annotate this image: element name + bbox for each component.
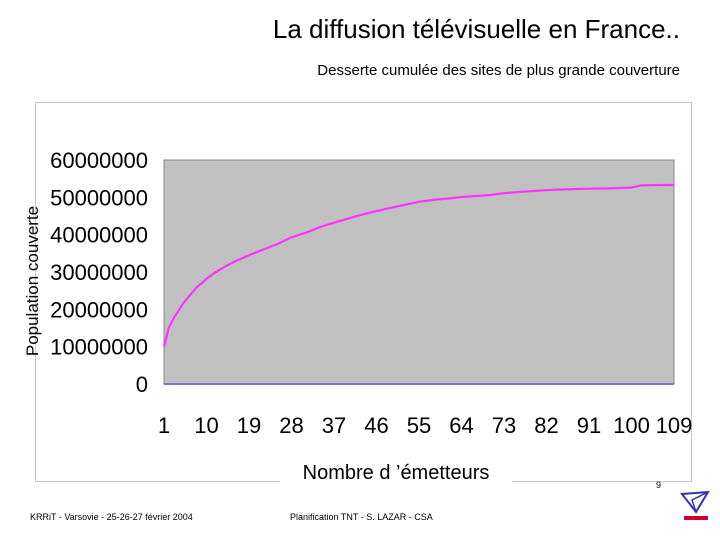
chart-title: Desserte cumulée des sites de plus grand… bbox=[317, 62, 680, 79]
x-tick-label: 37 bbox=[322, 413, 346, 438]
footer-event: KRRiT - Varsovie - 25-26-27 février 2004 bbox=[30, 512, 193, 522]
x-tick-label: 109 bbox=[656, 413, 693, 438]
x-tick-label: 55 bbox=[407, 413, 431, 438]
series-line bbox=[162, 183, 674, 347]
x-tick-label: 100 bbox=[613, 413, 650, 438]
x-tick-label: 64 bbox=[449, 413, 473, 438]
x-tick-label: 28 bbox=[279, 413, 303, 438]
x-tick-label: 82 bbox=[534, 413, 558, 438]
y-tick-label: 50000000 bbox=[50, 185, 148, 210]
y-tick-label: 40000000 bbox=[50, 223, 148, 248]
y-tick-label: 0 bbox=[136, 372, 148, 397]
x-tick-label: 19 bbox=[237, 413, 261, 438]
x-tick-label: 10 bbox=[194, 413, 218, 438]
x-tick-label: 1 bbox=[158, 413, 170, 438]
csa-logo-icon bbox=[680, 490, 710, 520]
x-axis-label: Nombre d ’émetteurs bbox=[280, 460, 512, 487]
page-number: 9 bbox=[656, 480, 662, 490]
footer-author: Planification TNT - S. LAZAR - CSA bbox=[290, 512, 433, 522]
y-tick-label: 20000000 bbox=[50, 297, 148, 322]
x-tick-label: 46 bbox=[364, 413, 388, 438]
x-tick-label: 73 bbox=[492, 413, 516, 438]
y-tick-label: 30000000 bbox=[50, 260, 148, 285]
plot-background bbox=[163, 159, 675, 385]
y-tick-label: 60000000 bbox=[50, 148, 148, 173]
x-tick-label: 91 bbox=[577, 413, 601, 438]
slide-title: La diffusion télévisuelle en France.. bbox=[272, 14, 680, 44]
y-axis-label: Population couverte bbox=[23, 205, 42, 357]
y-tick-label: 10000000 bbox=[50, 335, 148, 360]
y-axis-label-wrap: Population couverte bbox=[22, 170, 44, 392]
